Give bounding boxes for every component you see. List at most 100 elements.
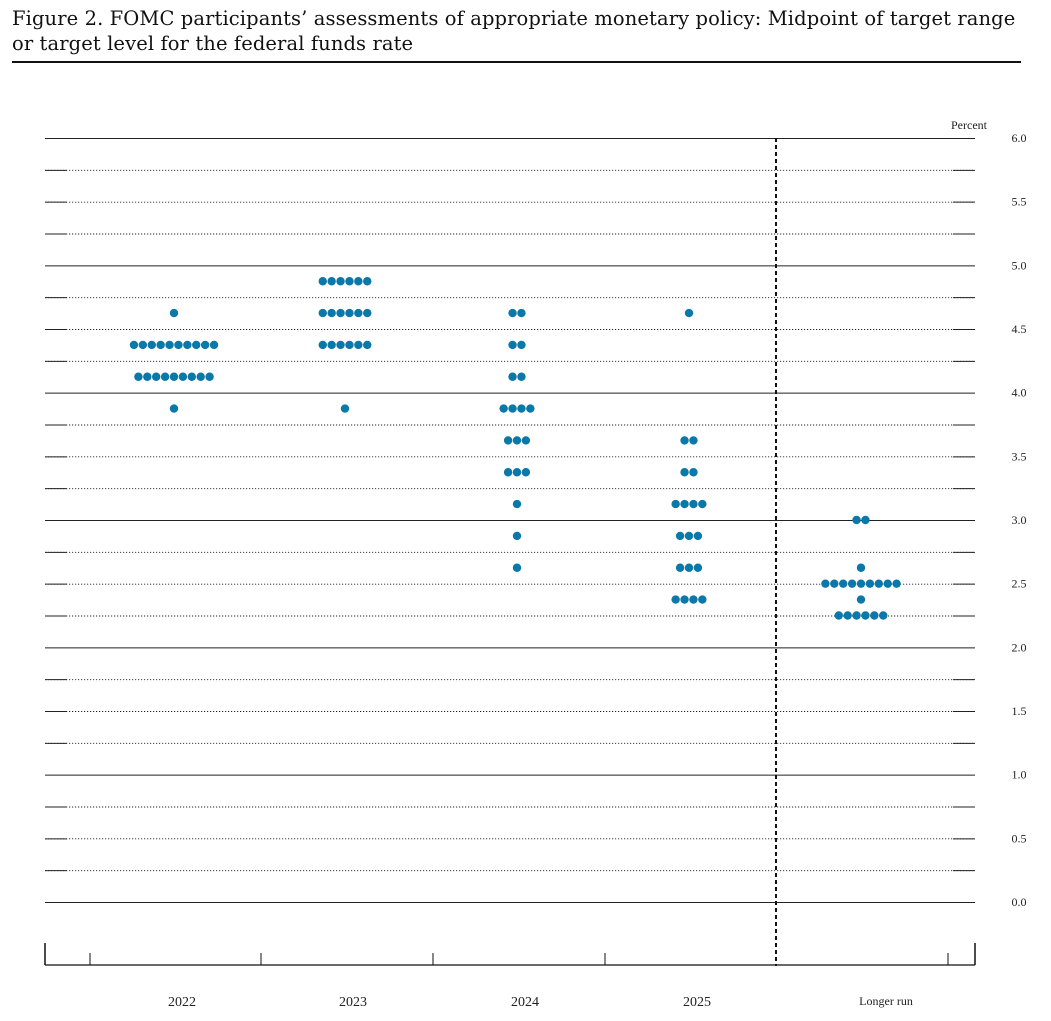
projection-dot (689, 436, 698, 445)
projection-dot (517, 404, 526, 413)
projection-dot (521, 436, 531, 445)
projection-dot (865, 579, 875, 588)
projection-dot (143, 372, 152, 381)
y-tick-label: 1.5 (1012, 704, 1027, 718)
projection-dot (512, 563, 522, 572)
projection-dot (169, 372, 179, 381)
projection-dot (354, 277, 363, 286)
projection-dot (671, 499, 680, 509)
projection-dot (689, 595, 698, 604)
projection-dot (336, 340, 345, 350)
projection-dot (345, 340, 354, 350)
projection-dot (821, 579, 830, 588)
projection-dot (512, 531, 522, 541)
projection-dot (354, 340, 363, 350)
projection-dot (345, 277, 354, 286)
projection-dot (834, 611, 843, 620)
figure-title: Figure 2. FOMC participants’ assessments… (12, 7, 1016, 55)
x-category-label: 2024 (511, 995, 539, 1010)
title-rule (12, 61, 1021, 63)
projection-dot (363, 308, 372, 318)
projection-dot (363, 340, 372, 350)
projection-dot (174, 340, 183, 350)
y-axis-unit-label: Percent (951, 118, 988, 132)
y-tick-label: 1.0 (1012, 768, 1027, 782)
projection-dot (336, 277, 345, 286)
projection-dot (839, 579, 848, 588)
y-tick-label: 6.0 (1012, 131, 1027, 145)
projection-dot (327, 308, 336, 318)
projection-dot (526, 404, 535, 413)
projection-dot (680, 595, 689, 604)
x-category-label: 2025 (683, 995, 711, 1010)
projection-dot (675, 563, 685, 572)
projection-dot (160, 372, 170, 381)
projection-dot (684, 563, 694, 572)
projection-dot (318, 308, 327, 318)
projection-dot (852, 611, 861, 620)
projection-dot (512, 436, 522, 445)
x-category-label: 2023 (339, 995, 367, 1010)
projection-dot (879, 611, 888, 620)
projection-dot (684, 531, 694, 541)
y-tick-label: 2.5 (1012, 577, 1027, 591)
projection-dot (843, 611, 852, 620)
projection-dot (892, 579, 901, 588)
projection-dot (200, 340, 210, 350)
x-axis: 2022 2023 2024 2025 Longer run (44, 943, 976, 1010)
projection-dot (508, 308, 517, 318)
projection-dot (363, 277, 372, 286)
projection-dot (503, 468, 513, 477)
projection-dot (209, 340, 219, 350)
projection-dot (508, 340, 517, 350)
projection-dot (187, 372, 196, 381)
y-tick-label: 5.0 (1012, 258, 1027, 272)
projection-dot (689, 468, 698, 477)
projection-dot (508, 404, 517, 413)
projection-dot (152, 372, 161, 381)
projection-dot (205, 372, 214, 381)
y-tick-label: 3.5 (1012, 449, 1027, 463)
projection-dot (693, 563, 703, 572)
projection-dot (183, 340, 192, 350)
y-tick-label: 4.0 (1012, 386, 1027, 400)
projection-dot (852, 515, 861, 525)
projection-dot (698, 499, 707, 509)
projection-dot (169, 404, 179, 413)
y-tick-label: 5.5 (1012, 195, 1027, 209)
projection-dot (675, 531, 685, 541)
projection-dot (134, 372, 143, 381)
projection-dot (517, 308, 526, 318)
projection-dots (129, 277, 901, 620)
y-tick-label: 3.0 (1012, 513, 1027, 527)
projection-dot (318, 340, 327, 350)
projection-dot (856, 579, 866, 588)
projection-dot (129, 340, 139, 350)
projection-dot (870, 611, 879, 620)
projection-dot (340, 404, 350, 413)
projection-dot (508, 372, 517, 381)
x-category-label: 2022 (168, 995, 196, 1010)
projection-dot (680, 499, 689, 509)
projection-dot (147, 340, 156, 350)
projection-dot (847, 579, 857, 588)
projection-dot (517, 372, 526, 381)
projection-dot (327, 340, 336, 350)
projection-dot (499, 404, 508, 413)
y-tick-label: 0.5 (1012, 831, 1027, 845)
projection-dot (503, 436, 513, 445)
projection-dot (354, 308, 363, 318)
projection-dot (856, 595, 866, 604)
projection-dot (689, 499, 698, 509)
projection-dot (138, 340, 148, 350)
projection-dot (512, 468, 522, 477)
projection-dot (671, 595, 680, 604)
y-tick-label: 2.0 (1012, 640, 1027, 654)
projection-dot (156, 340, 165, 350)
gridlines (45, 138, 975, 903)
projection-dot (856, 563, 866, 572)
projection-dot (830, 579, 839, 588)
projection-dot (861, 515, 870, 525)
projection-dot (861, 611, 870, 620)
projection-dot (512, 499, 522, 509)
